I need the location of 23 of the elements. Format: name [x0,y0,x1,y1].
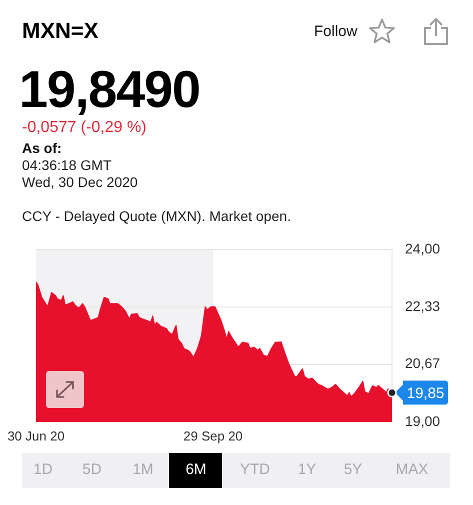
text: 04:36:18 GMT [22,157,112,174]
x-tick-label: 29 Sep 20 [183,428,243,444]
text: Wed, 30 Dec 2020 [22,174,138,190]
y-tick-label: 19,00 [405,412,440,429]
text: 6M [186,461,206,478]
text: 1Y [298,461,316,478]
x-tick-label: 30 Jun 20 [7,428,65,444]
text: CCY - Delayed Quote (MXN). Market open. [22,208,291,224]
chart-title: MXN=X [22,18,98,44]
text: -0,0577 (-0,29 %) [22,119,147,137]
text: 1M [132,461,154,478]
text: 1D [33,461,53,478]
annotation: 19,85 [406,384,444,402]
text: 5Y [344,461,362,478]
text: YTD [240,461,270,478]
text: Follow [314,23,358,40]
text: 5D [82,461,102,478]
y-tick-label: 20,67 [405,355,440,372]
chart-subtitle: 19,8490 [19,61,200,120]
text: MAX [396,461,428,478]
y-tick-label: 22,33 [405,298,440,314]
y-tick-label: 24,00 [405,240,440,256]
text: As of: [22,140,62,156]
